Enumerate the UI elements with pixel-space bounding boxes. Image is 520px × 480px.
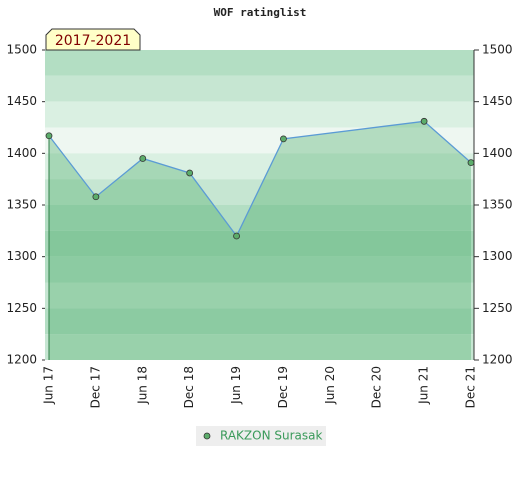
x-tick-label: Jun 18	[135, 366, 149, 405]
point	[280, 135, 287, 143]
y2-tick-label: 1400	[482, 146, 513, 160]
x-tick-label: Dec 19	[276, 366, 290, 408]
annotation-box	[45, 28, 141, 51]
y-tick-label: 1200	[6, 353, 37, 367]
y2-tick-label: 1350	[482, 198, 513, 212]
point	[45, 132, 53, 140]
band	[45, 127, 474, 154]
x-tick-label: Jun 20	[323, 366, 337, 405]
point	[467, 159, 475, 167]
y-tick-label: 1400	[6, 146, 37, 160]
point	[92, 193, 100, 201]
point	[139, 155, 147, 162]
band	[45, 75, 474, 102]
band	[45, 179, 474, 205]
legend-label: RAKZON Surasak	[220, 429, 323, 443]
band	[45, 282, 474, 309]
x-tick-label: Dec 21	[464, 366, 478, 408]
x-tick-label: Dec 20	[370, 366, 384, 408]
band	[45, 101, 474, 128]
point	[233, 232, 240, 240]
x-tick-label: Jun 19	[229, 366, 243, 405]
plot	[45, 117, 475, 360]
y2-tick-label: 1500	[482, 43, 513, 57]
band	[45, 230, 474, 257]
y-tick-label: 1350	[6, 198, 37, 212]
chart-title: WOF ratinglist	[214, 6, 307, 19]
point	[420, 117, 428, 125]
x-tick-label: Dec 17	[88, 366, 102, 408]
point	[186, 169, 194, 177]
band	[45, 308, 474, 335]
y-tick-label: 1500	[6, 43, 37, 57]
background-bands	[45, 50, 474, 360]
band	[45, 256, 474, 283]
x-tick-label: Jun 21	[417, 366, 431, 405]
area	[49, 121, 471, 360]
x-tick-label: Dec 18	[182, 366, 196, 408]
band	[45, 334, 474, 360]
band	[45, 153, 474, 180]
series-line	[48, 120, 472, 238]
y2-tick-label: 1250	[482, 301, 513, 315]
legend-marker	[203, 432, 211, 440]
x-tick-label: Jun 17	[42, 366, 56, 405]
y-tick-label: 1300	[6, 249, 37, 263]
band	[45, 205, 474, 231]
y-tick-label: 1450	[6, 94, 37, 108]
band	[45, 50, 474, 76]
y2-tick-label: 1450	[482, 94, 513, 108]
y-tick-label: 1250	[6, 301, 37, 315]
annotation: 2017-2021	[55, 33, 131, 49]
legend	[196, 426, 326, 446]
y2-tick-label: 1300	[482, 249, 513, 263]
y2-tick-label: 1200	[482, 353, 513, 367]
